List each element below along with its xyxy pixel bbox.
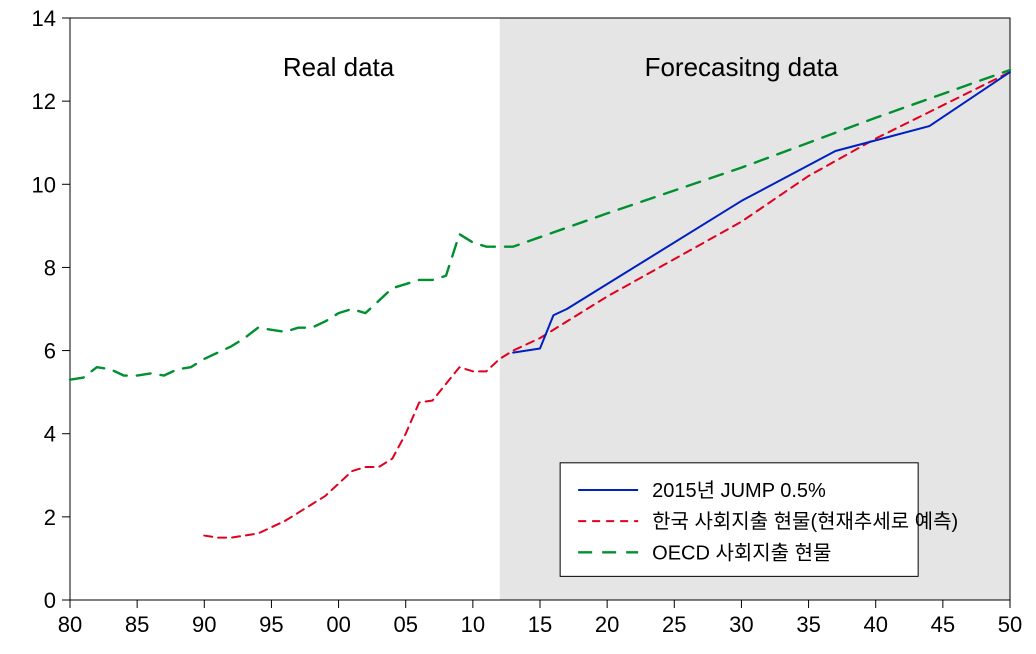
- label-forecast-data: Forecasitng data: [645, 52, 839, 82]
- x-tick-label: 40: [863, 612, 887, 637]
- x-tick-label: 50: [998, 612, 1022, 637]
- y-tick-label: 0: [44, 588, 56, 613]
- x-tick-label: 00: [326, 612, 350, 637]
- legend-label-jump: 2015년 JUMP 0.5%: [652, 479, 826, 502]
- y-tick-label: 12: [32, 89, 56, 114]
- y-tick-label: 6: [44, 339, 56, 364]
- x-tick-label: 95: [259, 612, 283, 637]
- x-tick-label: 80: [58, 612, 82, 637]
- x-tick-label: 10: [461, 612, 485, 637]
- x-tick-label: 15: [528, 612, 552, 637]
- legend-label-korea: 한국 사회지출 현물(현재추세로 예측): [652, 510, 958, 533]
- x-tick-label: 85: [125, 612, 149, 637]
- x-tick-label: 20: [595, 612, 619, 637]
- chart-container: 0 2 4 6 8 10 12 14 80 85 90 95 00 05 10 15 20 25 30 35 40 45 5…: [0, 0, 1036, 654]
- x-tick-label: 30: [729, 612, 753, 637]
- y-tick-label: 8: [44, 255, 56, 280]
- y-tick-label: 2: [44, 505, 56, 530]
- x-tick-label: 05: [393, 612, 417, 637]
- x-tick-label: 45: [931, 612, 955, 637]
- y-tick-label: 4: [44, 422, 56, 447]
- legend-label-oecd: OECD 사회지출 현물: [652, 541, 831, 564]
- chart-svg: 0 2 4 6 8 10 12 14 80 85 90 95 00 05 10 15 20 25 30 35 40 45 5…: [0, 0, 1036, 654]
- x-tick-label: 90: [192, 612, 216, 637]
- y-tick-label: 14: [32, 6, 56, 31]
- label-real-data: Real data: [283, 52, 395, 82]
- x-tick-label: 35: [796, 612, 820, 637]
- x-tick-label: 25: [662, 612, 686, 637]
- y-tick-label: 10: [32, 172, 56, 197]
